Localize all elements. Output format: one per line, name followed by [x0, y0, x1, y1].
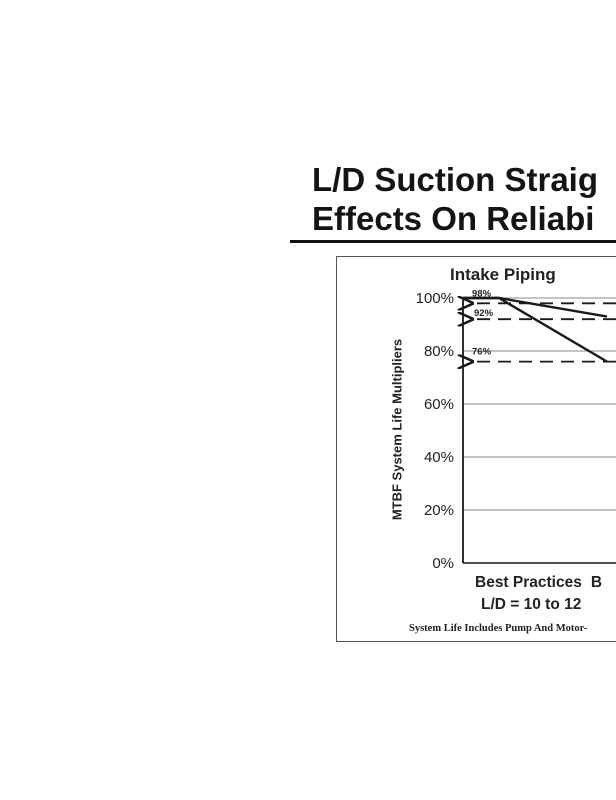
- title-divider: [290, 240, 616, 243]
- chart-frame: [336, 256, 616, 642]
- series-line: [463, 296, 608, 363]
- y-tick-label: 100%: [416, 290, 454, 307]
- reference-line-label: 76%: [472, 347, 492, 358]
- x-tick-labels: Best Practices B: [475, 574, 602, 592]
- x-sub-label: L/D = 10 to 12: [481, 596, 582, 613]
- x-tick-label-partial: B: [590, 574, 603, 591]
- slide-title-line-2: Effects On Reliabi: [312, 200, 595, 237]
- y-tick-label: 60%: [424, 396, 454, 413]
- slide-title-line-1: L/D Suction Straig: [312, 161, 599, 198]
- y-tick-label: 20%: [424, 502, 454, 519]
- y-tick-label: 0%: [432, 555, 454, 572]
- x-tick-label-best-practices: Best Practices: [475, 574, 582, 591]
- reference-line-label: 92%: [474, 308, 494, 319]
- y-tick-label: 80%: [424, 343, 454, 360]
- reference-line-label: 98%: [472, 288, 492, 299]
- y-tick-label: 40%: [424, 449, 454, 466]
- chart-footnote: System Life Includes Pump And Motor-: [409, 623, 588, 634]
- chart-title: Intake Piping: [450, 265, 556, 284]
- slide-title: L/D Suction Straig Effects On Reliabi: [312, 160, 616, 238]
